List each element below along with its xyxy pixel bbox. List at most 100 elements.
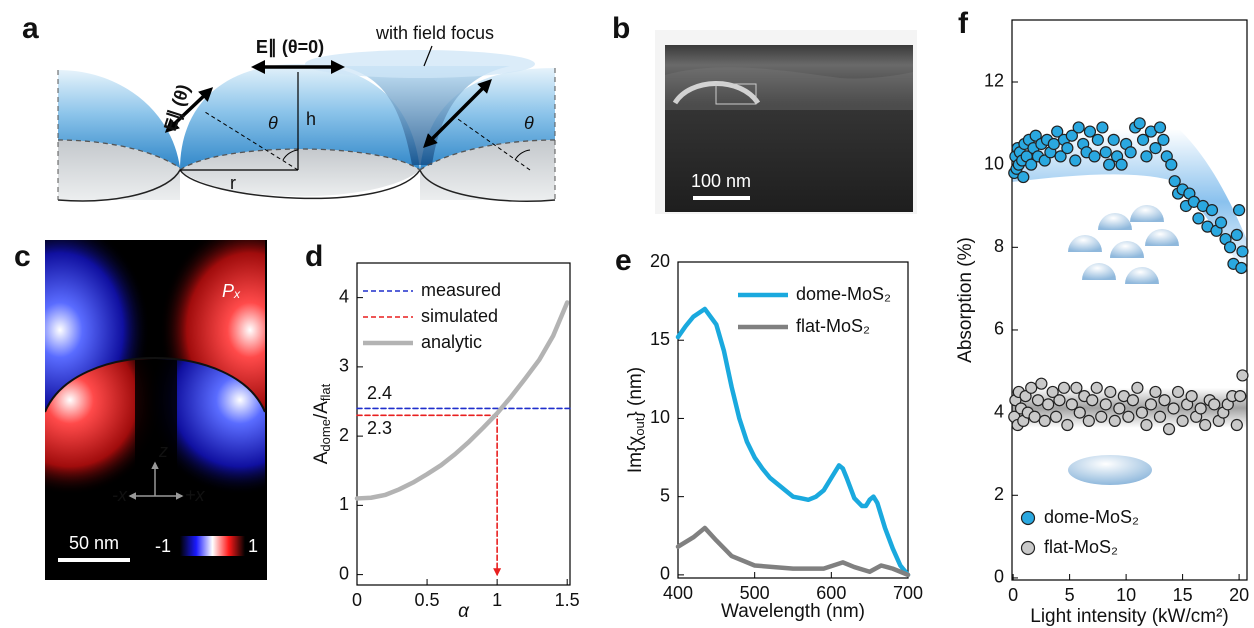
data-point bbox=[1234, 389, 1247, 403]
y-tick-label: 12 bbox=[984, 71, 1004, 91]
data-point bbox=[1168, 175, 1181, 188]
data-point bbox=[1149, 142, 1162, 155]
data-point bbox=[1086, 394, 1099, 407]
data-point bbox=[1194, 402, 1207, 415]
y-tick-label: 5 bbox=[660, 485, 670, 505]
legend-label: analytic bbox=[421, 332, 482, 352]
ground bbox=[58, 140, 180, 200]
plot-frame bbox=[677, 261, 909, 579]
dome-left bbox=[58, 70, 180, 168]
dome-outline bbox=[45, 357, 266, 413]
data-point bbox=[1113, 402, 1126, 415]
data-point bbox=[1025, 381, 1038, 394]
y-axis-label: Absorption (%) bbox=[955, 237, 976, 363]
x-tick-label: 0 bbox=[352, 590, 362, 610]
scale-label: 50 nm bbox=[69, 533, 119, 553]
y-tick-label: 1 bbox=[339, 494, 349, 514]
data-point bbox=[1223, 241, 1237, 254]
data-point bbox=[1144, 398, 1158, 411]
data-point bbox=[1153, 410, 1167, 423]
data-point bbox=[1088, 150, 1101, 163]
data-point bbox=[1065, 129, 1078, 142]
annotation: E∥ (θ=0) bbox=[256, 37, 324, 58]
data-point bbox=[1176, 414, 1189, 427]
data-point bbox=[1029, 129, 1042, 142]
legend-label: dome-MoS₂ bbox=[1044, 507, 1139, 527]
x-tick-label: 0 bbox=[1008, 585, 1018, 605]
data-point bbox=[1054, 150, 1067, 163]
data-point bbox=[1096, 121, 1109, 134]
data-point bbox=[1122, 410, 1135, 423]
data-point bbox=[1083, 125, 1097, 138]
flat-icon bbox=[1068, 455, 1152, 485]
data-point bbox=[1049, 410, 1063, 423]
x-axis-label: Light intensity (kW/cm²) bbox=[1030, 606, 1228, 627]
annotation: with field focus bbox=[375, 23, 494, 43]
angle-arc bbox=[514, 149, 531, 161]
inset-box bbox=[715, 83, 757, 105]
data-point bbox=[1140, 150, 1153, 163]
data-point bbox=[1090, 381, 1103, 394]
data-point bbox=[1070, 381, 1083, 394]
x-tick-label: 600 bbox=[816, 583, 846, 603]
y-tick-label: 2 bbox=[339, 425, 349, 445]
data-point bbox=[1135, 406, 1149, 419]
data-point bbox=[1107, 133, 1120, 146]
data-point bbox=[1153, 121, 1167, 134]
data-point bbox=[1205, 204, 1219, 217]
y-tick-label: 0 bbox=[994, 567, 1004, 587]
y-axis-label-part: } (nm) bbox=[625, 367, 646, 418]
legend-label: measured bbox=[421, 280, 501, 300]
data-point bbox=[1162, 423, 1176, 436]
x-tick-label: 700 bbox=[893, 583, 923, 603]
annotation: θ bbox=[268, 113, 278, 133]
data-point bbox=[1028, 410, 1041, 423]
data-point bbox=[1031, 394, 1045, 407]
axis-label: z bbox=[158, 441, 168, 461]
x-axis-label: Wavelength (nm) bbox=[721, 601, 865, 622]
data-point bbox=[1046, 385, 1059, 399]
x-tick-label: 500 bbox=[740, 583, 770, 603]
data-point bbox=[1136, 133, 1150, 146]
angle-arc bbox=[282, 149, 299, 161]
panel-label: f bbox=[958, 7, 969, 40]
data-point bbox=[1214, 216, 1228, 229]
data-point bbox=[1072, 121, 1085, 134]
y-tick-label: 2 bbox=[994, 484, 1004, 504]
data-point bbox=[1082, 414, 1095, 427]
data-point bbox=[1061, 418, 1074, 432]
scale-label: 100 nm bbox=[691, 171, 751, 191]
plot-frame bbox=[1011, 19, 1248, 581]
data-point bbox=[1192, 212, 1205, 225]
angle-line bbox=[204, 111, 299, 171]
data-point bbox=[1073, 406, 1086, 419]
x-tick-label: 20 bbox=[1229, 585, 1249, 605]
data-point bbox=[1035, 377, 1048, 390]
data-point bbox=[1051, 125, 1064, 138]
data-point bbox=[1099, 146, 1112, 159]
data-point bbox=[1095, 410, 1108, 423]
data-point bbox=[1104, 385, 1117, 399]
annotation: 2.4 bbox=[367, 383, 392, 403]
field-lobe bbox=[145, 358, 265, 495]
data-point bbox=[1047, 137, 1060, 151]
x-tick-label: 1.5 bbox=[555, 590, 580, 610]
y-tick-label: 3 bbox=[339, 356, 349, 376]
legend-swatch bbox=[1020, 510, 1036, 526]
colorbar-label: 1 bbox=[248, 536, 258, 556]
series-line bbox=[354, 300, 570, 501]
angle-line bbox=[454, 116, 531, 171]
dome-icons bbox=[1068, 205, 1179, 284]
data-point bbox=[1126, 394, 1139, 407]
colorbar bbox=[180, 536, 245, 556]
data-point bbox=[1140, 418, 1153, 432]
data-point bbox=[1019, 389, 1032, 403]
panel-a-illustration: E∥ (θ=0) with field focus E∥ (θ) θ h r θ bbox=[57, 23, 556, 202]
plot-frame bbox=[356, 262, 571, 586]
panel-f-decoration bbox=[1012, 128, 1247, 485]
data-point bbox=[1057, 381, 1071, 394]
panel-c-map: z -x +x Pₓ 50 nm -1 1 bbox=[45, 240, 267, 580]
y-tick-label: 6 bbox=[994, 319, 1004, 339]
field-arrow bbox=[423, 79, 492, 148]
panel-label: a bbox=[22, 12, 39, 45]
